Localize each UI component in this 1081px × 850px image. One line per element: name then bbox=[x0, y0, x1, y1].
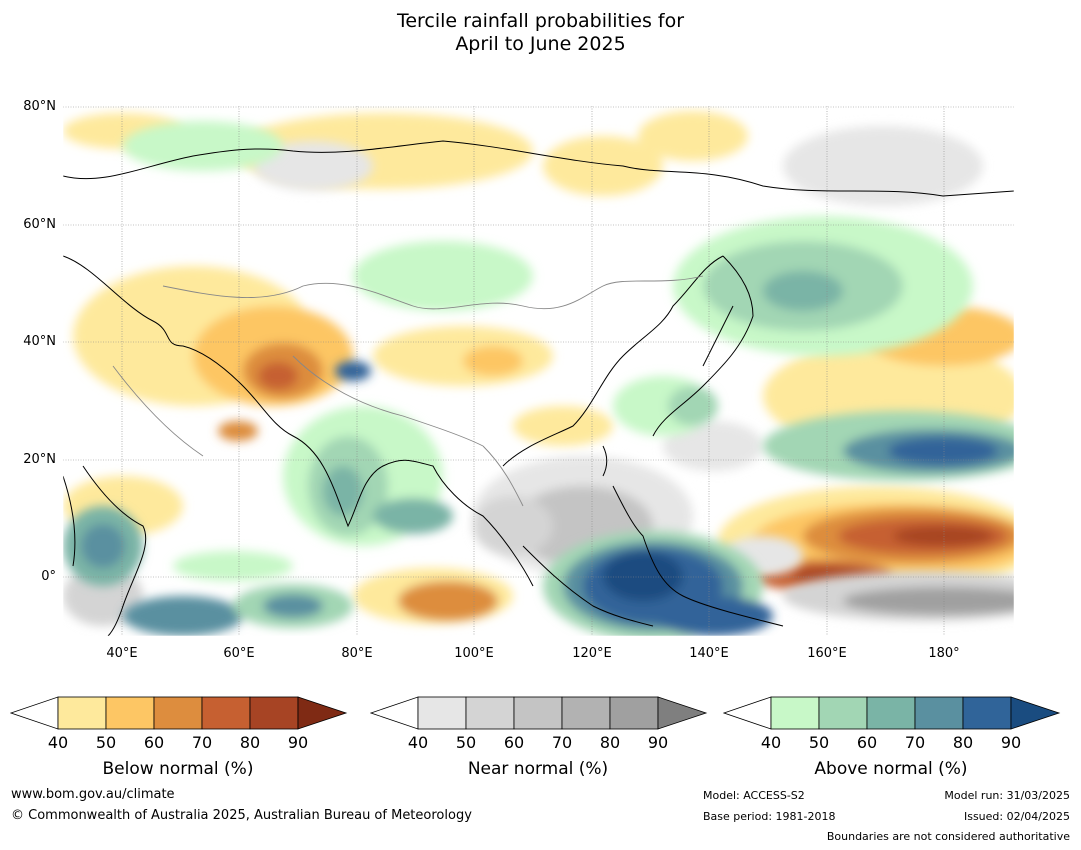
lat-label-0: 0° bbox=[41, 569, 56, 584]
lat-label-20n: 20°N bbox=[23, 452, 56, 467]
colorbar-near-normal-label: Near normal (%) bbox=[467, 759, 609, 779]
model-text: Model: ACCESS-S2 bbox=[703, 789, 805, 802]
colorbar-tick: 80 bbox=[599, 733, 621, 752]
lat-label-40n: 40°N bbox=[23, 334, 56, 349]
base-period-text: Base period: 1981-2018 bbox=[703, 810, 836, 823]
colorbar-segment bbox=[866, 696, 916, 730]
colorbar-segment bbox=[201, 696, 251, 730]
lat-label-60n: 60°N bbox=[23, 217, 56, 232]
colorbar-segment bbox=[962, 696, 1012, 730]
issued-text: Issued: 02/04/2025 bbox=[963, 810, 1070, 823]
lon-label-180: 180° bbox=[928, 646, 960, 661]
colorbar-segment bbox=[561, 696, 611, 730]
colorbar-tick: 90 bbox=[647, 733, 669, 752]
colorbar-segment bbox=[153, 696, 203, 730]
colorbar-above-normal-label: Above normal (%) bbox=[814, 759, 968, 779]
colorbar-upper-extend bbox=[1010, 696, 1061, 730]
colorbar-segment bbox=[818, 696, 868, 730]
lon-label-40e: 40°E bbox=[106, 646, 138, 661]
lon-label-120e: 120°E bbox=[572, 646, 612, 661]
lon-label-60e: 60°E bbox=[223, 646, 255, 661]
colorbar-above-normal bbox=[723, 696, 1061, 730]
map-title-line-1: Tercile rainfall probabilities for bbox=[396, 10, 685, 32]
above-normal-regions bbox=[63, 121, 1014, 636]
coastlines bbox=[63, 140, 1014, 636]
colorbar-tick: 90 bbox=[1000, 733, 1022, 752]
colorbar-segment bbox=[914, 696, 964, 730]
colorbar-tick: 50 bbox=[808, 733, 830, 752]
country-borders bbox=[112, 275, 704, 507]
colorbar-segment bbox=[105, 696, 155, 730]
colorbar-lower-extend bbox=[370, 696, 419, 730]
website-link[interactable]: www.bom.gov.au/climate bbox=[11, 787, 175, 802]
copyright-text: © Commonwealth of Australia 2025, Austra… bbox=[11, 808, 472, 823]
colorbar-lower-extend bbox=[10, 696, 59, 730]
colorbar-tick: 40 bbox=[407, 733, 429, 752]
lon-label-160e: 160°E bbox=[807, 646, 847, 661]
colorbar-segment bbox=[609, 696, 659, 730]
colorbar-below-normal bbox=[10, 696, 348, 730]
colorbar-upper-extend bbox=[657, 696, 708, 730]
colorbar-tick: 60 bbox=[143, 733, 165, 752]
colorbar-segment bbox=[770, 696, 820, 730]
lat-label-80n: 80°N bbox=[23, 99, 56, 114]
colorbar-lower-extend bbox=[723, 696, 772, 730]
colorbar-segment bbox=[249, 696, 299, 730]
lon-label-100e: 100°E bbox=[454, 646, 494, 661]
lon-label-140e: 140°E bbox=[689, 646, 729, 661]
colorbar-tick: 80 bbox=[952, 733, 974, 752]
lon-label-80e: 80°E bbox=[341, 646, 373, 661]
map-title-line-2: April to June 2025 bbox=[455, 33, 626, 55]
colorbar-tick: 70 bbox=[904, 733, 926, 752]
colorbar-tick: 60 bbox=[856, 733, 878, 752]
colorbar-segment bbox=[465, 696, 515, 730]
model-run-text: Model run: 31/03/2025 bbox=[944, 789, 1070, 802]
colorbar-tick: 70 bbox=[191, 733, 213, 752]
rainfall-probability-map bbox=[63, 106, 1014, 636]
colorbar-tick: 40 bbox=[760, 733, 782, 752]
colorbar-tick: 90 bbox=[287, 733, 309, 752]
colorbar-segment bbox=[417, 696, 467, 730]
colorbar-tick: 50 bbox=[455, 733, 477, 752]
colorbar-tick: 60 bbox=[503, 733, 525, 752]
colorbar-below-normal-label: Below normal (%) bbox=[102, 759, 254, 779]
colorbar-tick: 80 bbox=[239, 733, 261, 752]
colorbar-tick: 50 bbox=[95, 733, 117, 752]
colorbar-segment bbox=[513, 696, 563, 730]
colorbar-segment bbox=[57, 696, 107, 730]
disclaimer-text: Boundaries are not considered authoritat… bbox=[826, 830, 1070, 843]
colorbar-upper-extend bbox=[297, 696, 348, 730]
colorbar-tick: 70 bbox=[551, 733, 573, 752]
colorbar-near-normal bbox=[370, 696, 708, 730]
colorbar-tick: 40 bbox=[47, 733, 69, 752]
graticule bbox=[63, 106, 1014, 636]
